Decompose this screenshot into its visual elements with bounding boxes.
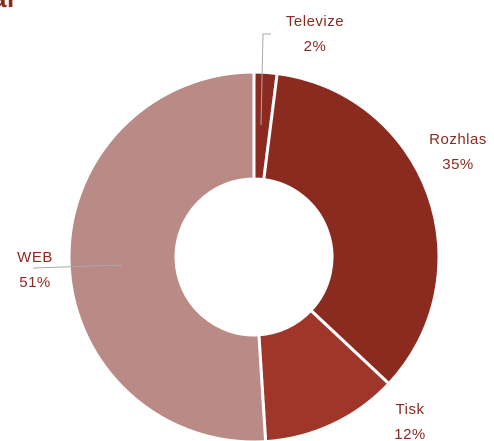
value-label: 35% [442, 156, 474, 173]
donut-slice [257, 308, 391, 441]
chart-title: al [0, 0, 15, 13]
value-label: 12% [394, 426, 426, 441]
donut-slice [262, 71, 441, 386]
donut-slice [67, 70, 268, 441]
category-label: Televize [286, 13, 344, 30]
value-label: 2% [304, 38, 327, 55]
category-label: Rozhlas [429, 131, 487, 148]
category-label: Tisk [396, 401, 425, 418]
value-label: 51% [19, 274, 51, 291]
leader-line [32, 264, 123, 269]
leader-line [260, 33, 271, 126]
category-label: WEB [17, 249, 53, 266]
